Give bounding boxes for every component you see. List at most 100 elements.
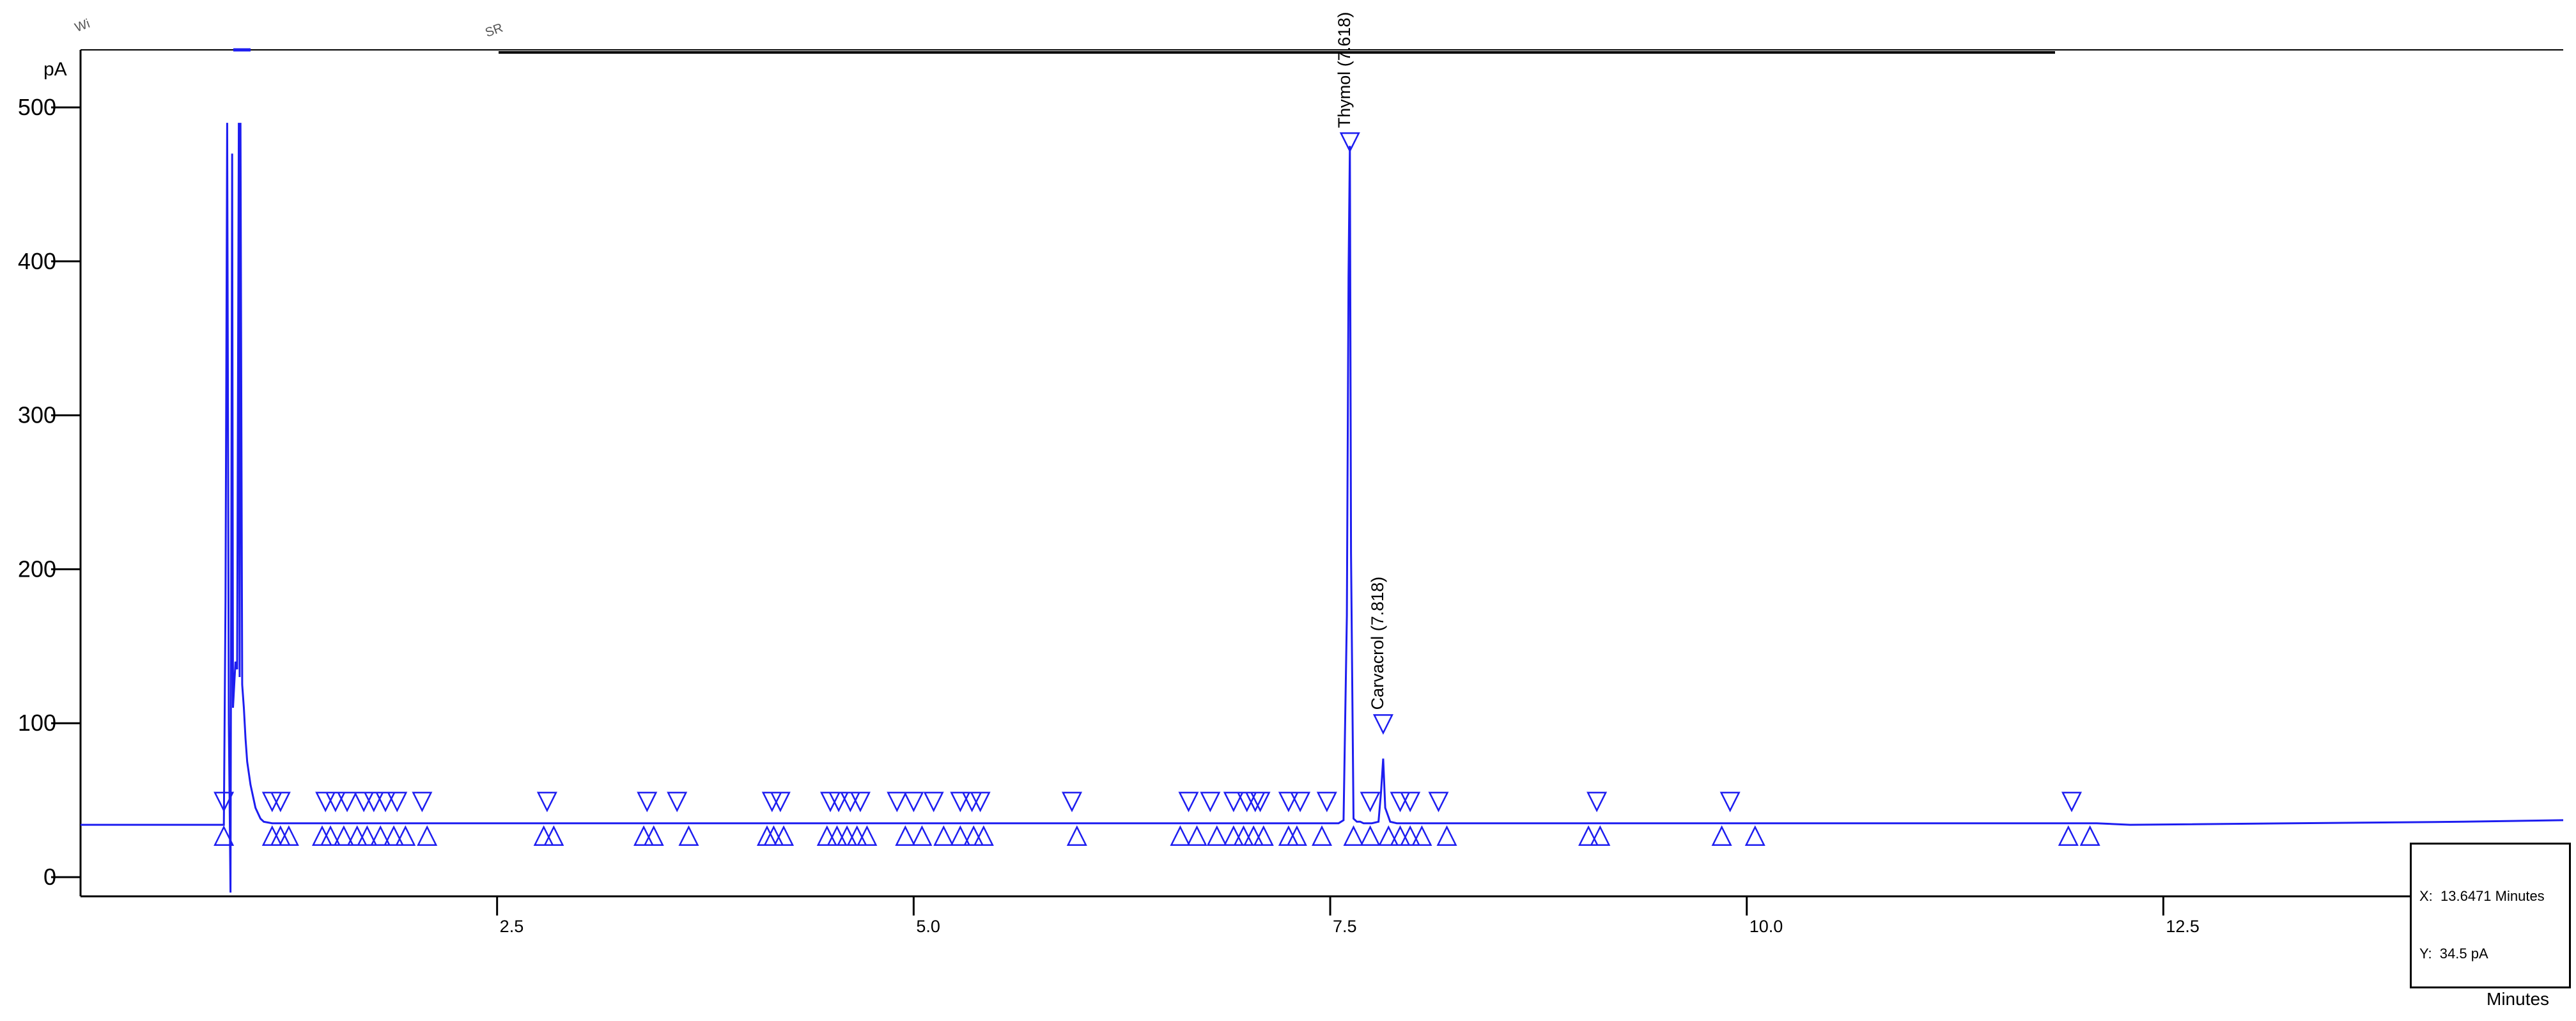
event-marker [384,825,405,846]
event-marker [543,825,564,846]
event-marker [826,825,848,846]
event-marker [1286,825,1307,846]
event-marker [412,791,433,813]
event-marker [912,825,933,846]
event-marker [895,825,916,846]
event-marker [667,791,688,813]
event-marker [1390,825,1411,846]
event-marker [375,791,396,813]
event-marker [963,825,984,846]
event-marker [970,791,991,813]
event-marker [950,825,971,846]
event-marker [1250,791,1271,813]
event-marker [1290,791,1311,813]
event-marker [363,791,384,813]
event-marker [837,825,858,846]
event-marker [1390,791,1411,813]
y-tick-label: 400 [18,248,56,274]
event-marker [1587,791,1608,813]
event-marker [213,825,235,846]
event-marker [1343,825,1364,846]
event-marker [270,791,291,813]
event-marker [1719,791,1741,813]
event-marker [973,825,994,846]
event-marker [2061,791,2083,813]
event-marker [353,791,375,813]
event-marker [1278,791,1299,813]
event-marker [637,791,658,813]
event-marker [1339,132,1360,153]
event-marker [763,825,784,846]
event-marker [1061,791,1083,813]
event-marker [346,825,368,846]
cursor-readout: X: 13.6471 Minutes Y: 34.5 pA [2410,843,2571,988]
top-event-label: Wi [73,17,91,35]
event-marker [1400,791,1421,813]
event-marker [1590,825,1611,846]
event-marker [633,825,655,846]
event-marker [2058,825,2079,846]
y-tick-label: 500 [18,94,56,120]
peak-labels: Thymol (7.618) Carvacrol (7.818) [1335,12,1387,710]
event-marker [923,791,944,813]
event-marker [1200,791,1221,813]
event-marker [903,791,924,813]
event-marker [337,791,358,813]
event-marker [816,825,837,846]
x-tick-label: 2.5 [500,917,524,936]
y-axis-label: pA [43,59,67,80]
event-marker [387,791,408,813]
event-marker [1223,791,1244,813]
x-tick-label: 7.5 [1333,917,1357,936]
event-marker [533,825,554,846]
event-marker [1233,825,1254,846]
event-marker [2079,825,2100,846]
event-marker [1372,714,1393,735]
event-marker [1360,825,1381,846]
event-marker [846,825,867,846]
event-marker [1316,791,1337,813]
y-tick-label: 300 [18,402,56,428]
event-marker [840,791,861,813]
y-tick-label: 100 [18,710,56,736]
peak-label: Thymol (7.618) [1335,12,1354,129]
event-marker [278,825,299,846]
y-axis: 0 100 200 300 400 500 [18,94,81,890]
event-marker [950,791,971,813]
event-marker [850,791,871,813]
cursor-y-readout: Y: 34.5 pA [2419,946,2488,962]
event-marker [1411,825,1432,846]
event-marker [773,825,795,846]
event-marker [828,791,850,813]
event-marker [1311,825,1333,846]
x-tick-label: 5.0 [916,917,940,936]
x-axis: 2.5 5.0 7.5 10.0 12.5 [496,896,2200,936]
top-event-strip: Wi SR [73,17,2563,54]
event-marker [1223,825,1244,846]
event-marker [315,791,336,813]
cursor-x-readout: X: 13.6471 Minutes [2419,888,2545,904]
event-marker [320,825,341,846]
event-markers [213,132,2100,846]
event-marker [1206,825,1227,846]
event-marker [1578,825,1599,846]
event-marker [357,825,378,846]
event-marker [1066,825,1087,846]
y-tick-label: 0 [43,864,56,890]
event-marker [933,825,954,846]
event-marker [1711,825,1732,846]
event-marker [333,825,354,846]
peak-label: Carvacrol (7.818) [1368,577,1387,710]
event-marker [1744,825,1765,846]
x-tick-label: 10.0 [1750,917,1783,936]
event-marker [678,825,699,846]
event-marker [395,825,416,846]
event-marker [1243,825,1264,846]
event-marker [1360,791,1381,813]
event-marker [887,791,908,813]
event-marker [325,791,346,813]
x-tick-label: 12.5 [2166,917,2200,936]
event-marker [1170,825,1191,846]
event-marker [1436,825,1457,846]
